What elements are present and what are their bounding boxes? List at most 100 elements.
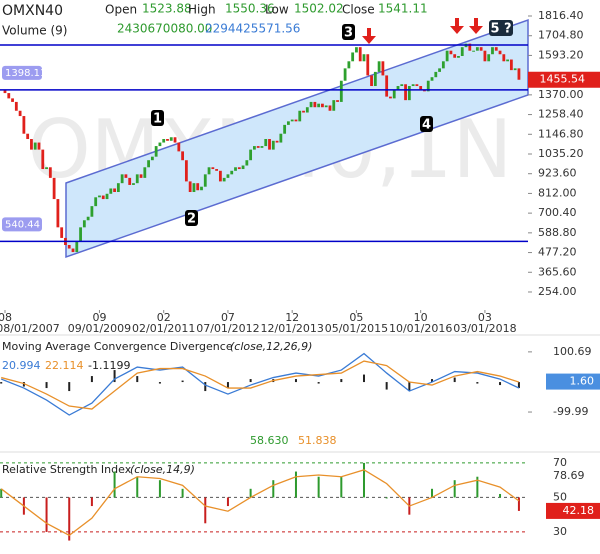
candle (332, 100, 336, 111)
candle (41, 149, 45, 170)
candle (396, 86, 400, 90)
rsi-bar (68, 497, 71, 541)
candle (517, 68, 521, 80)
candle (181, 151, 185, 161)
rsi-bar (453, 480, 456, 498)
rsi-params: (close,14,9) (130, 463, 195, 476)
y-tick-label: 365.60 (538, 265, 577, 278)
candle (415, 84, 419, 87)
candle (22, 116, 26, 134)
rsi-bar (294, 471, 297, 498)
candle (3, 89, 7, 94)
rsi-bar (499, 493, 502, 498)
candle (313, 101, 317, 108)
candle (392, 89, 396, 99)
annotation-box (489, 20, 513, 36)
candle (453, 54, 457, 58)
candle (483, 50, 487, 62)
candle (324, 105, 328, 108)
candle (86, 216, 90, 221)
macd-line (0, 352, 520, 416)
macd-histogram-bar (22, 382, 25, 387)
candle (498, 50, 502, 55)
rsi-title: Relative Strength Index (2, 463, 132, 476)
candle (177, 142, 181, 152)
macd-line (1, 360, 520, 410)
y-tick-label: 254.00 (538, 285, 577, 298)
candle (203, 174, 207, 187)
x-tick-label: 07 (221, 311, 235, 324)
candle (230, 170, 234, 175)
candle (120, 174, 124, 184)
x-date-label: 07/01/2012 (196, 322, 259, 335)
candle (253, 146, 256, 150)
candle (48, 167, 52, 178)
macd-histogram-bar (476, 382, 479, 384)
candle (302, 110, 305, 113)
candle (283, 124, 287, 134)
y-tick-label: 923.60 (538, 167, 577, 180)
macd-histogram-bar (408, 382, 411, 392)
candle (279, 133, 283, 143)
candle (67, 244, 71, 249)
candle (222, 177, 226, 182)
candle (366, 54, 370, 76)
y-tick-label: 70 (553, 456, 567, 469)
symbol: OMXN40 (2, 3, 63, 19)
x-tick-label: 03 (478, 311, 492, 324)
candle (79, 227, 82, 242)
macd-histogram-bar (362, 374, 365, 383)
candle (305, 107, 309, 113)
y-tick-label: 1370.00 (538, 88, 584, 101)
y-tick-label: 30 (553, 525, 567, 538)
macd-histogram-bar (158, 382, 161, 384)
rsi-bar (517, 497, 520, 511)
y-tick-label: 1258.40 (538, 108, 584, 121)
candle (362, 54, 366, 62)
candle (192, 183, 196, 193)
candle (101, 195, 105, 200)
y-tick-label: 1035.20 (538, 147, 584, 160)
x-date-label: 03/01/2018 (453, 322, 516, 335)
price-tag (528, 71, 600, 88)
macd-histogram-bar (517, 382, 520, 389)
macd-histogram-bar (340, 379, 343, 383)
candle (336, 100, 339, 102)
candle (468, 43, 472, 51)
macd-histogram-bar (453, 377, 456, 383)
rsi-bar (158, 480, 161, 498)
x-tick-label: 08 (0, 311, 12, 324)
annotation-box (420, 116, 433, 132)
annotation-box (151, 110, 164, 126)
candle (150, 156, 154, 161)
candle (173, 137, 177, 143)
candle (430, 77, 434, 81)
candle (491, 47, 494, 55)
candle (487, 54, 491, 62)
candle (124, 174, 128, 178)
candle (226, 174, 230, 178)
macd-histogram-bar (181, 380, 184, 383)
candle (215, 169, 219, 171)
candle (321, 103, 324, 108)
candle (343, 68, 347, 81)
level-tag (2, 217, 42, 232)
candle (264, 139, 268, 147)
candle (169, 137, 173, 141)
candle (147, 160, 150, 168)
candle (506, 59, 509, 62)
rsi-bar (272, 480, 275, 498)
rsi-bar (113, 471, 116, 498)
candle (339, 80, 343, 102)
y-tick-label: 477.20 (538, 246, 577, 259)
x-tick-label: 09 (92, 311, 106, 324)
rsi-bar (204, 497, 207, 524)
candle (347, 61, 351, 69)
macd-histogram-bar (499, 382, 502, 386)
rsi-tag (546, 502, 600, 519)
macd-histogram-bar (317, 382, 320, 384)
y-tick-label: -99.99 (553, 405, 588, 418)
candle (14, 101, 18, 111)
candle (105, 193, 109, 200)
high-label: High (188, 3, 216, 17)
